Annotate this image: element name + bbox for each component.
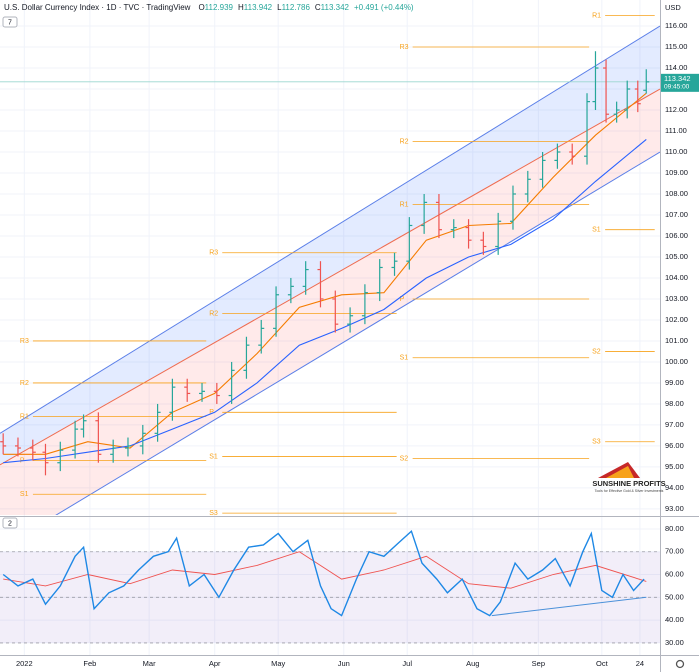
- ohlc-value: 113.942: [244, 3, 273, 12]
- pivot-label: P: [209, 409, 214, 416]
- x-tick-label: 2022: [16, 659, 33, 668]
- pivot-label: S2: [400, 455, 409, 462]
- y-tick-label: 97.00: [665, 420, 684, 429]
- y-tick-label: 104.00: [665, 273, 688, 282]
- header-text: U.S. Dollar Currency Index · 1D · TVC · …: [4, 3, 414, 12]
- pivot-label: R1: [400, 201, 409, 208]
- y-tick-label: 101.00: [665, 336, 688, 345]
- pivot-label: S2: [592, 348, 601, 355]
- pivot-label: R3: [400, 44, 409, 51]
- rsi-tick-label: 60.00: [665, 570, 684, 579]
- x-tick-label: Oct: [596, 659, 609, 668]
- pivot-label: P: [400, 296, 405, 303]
- y-tick-label: 115.00: [665, 42, 687, 51]
- rsi-pane: [0, 529, 660, 644]
- y-tick-label: 95.00: [665, 462, 684, 471]
- y-tick-label: 103.00: [665, 294, 688, 303]
- channel-line: [0, 25, 660, 434]
- x-tick-label: Jun: [338, 659, 350, 668]
- y-tick-label: 107.00: [665, 210, 688, 219]
- pane-toggle[interactable]: [2, 16, 18, 28]
- rsi-tick-label: 40.00: [665, 615, 684, 624]
- countdown-label: 09:45:00: [664, 84, 690, 91]
- y-tick-label: 112.00: [665, 105, 687, 114]
- x-tick-label: Jul: [402, 659, 412, 668]
- pivot-label: R3: [209, 250, 218, 257]
- channel-lower-fill: [0, 89, 660, 515]
- channel-upper-fill: [0, 26, 660, 465]
- header-title: U.S. Dollar Currency Index · 1D · TVC · …: [4, 3, 191, 12]
- channel-line: [0, 88, 660, 466]
- pivot-label: R1: [592, 12, 601, 19]
- pivot-label: R2: [400, 138, 409, 145]
- y-tick-label: 93.00: [665, 504, 684, 513]
- price-tag-label: 113.342: [664, 74, 691, 83]
- x-tick-label: Sep: [532, 659, 545, 668]
- y-tick-label: 98.00: [665, 399, 684, 408]
- ohlc-value: 112.939: [205, 3, 234, 12]
- pane-label: 7: [8, 19, 12, 26]
- rsi-ma: [3, 551, 647, 589]
- y-tick-label: 96.00: [665, 441, 684, 450]
- currency-label: USD: [665, 3, 681, 12]
- rsi-tick-label: 30.00: [665, 638, 684, 647]
- ohlc-key: L: [277, 3, 282, 12]
- logo-tagline: Tools for Effective Gold & Silver Invest…: [595, 489, 664, 493]
- channel-line: [55, 151, 660, 515]
- ohlc-value: 112.786: [282, 3, 311, 12]
- price-change: +0.491 (+0.44%): [354, 3, 414, 12]
- pivot-label: R3: [20, 338, 29, 345]
- rsi-tick-label: 80.00: [665, 524, 684, 533]
- moving-average: [3, 138, 647, 464]
- y-tick-label: 108.00: [665, 189, 688, 198]
- header: U.S. Dollar Currency Index · 1D · TVC · …: [2, 3, 414, 529]
- price-tag: [661, 73, 699, 92]
- logo: SUNSHINE PROFITS Tools for Effective Gol…: [592, 462, 666, 493]
- pivot-label: R2: [209, 311, 218, 318]
- logo-shape: [606, 466, 634, 478]
- y-tick-label: 109.00: [665, 168, 688, 177]
- pane-toggle[interactable]: [2, 517, 18, 529]
- pane-label: 2: [8, 520, 12, 527]
- logo-name: SUNSHINE PROFITS: [592, 479, 665, 488]
- x-tick-label: Mar: [143, 659, 156, 668]
- pivot-label: S1: [592, 227, 601, 234]
- rsi-trendline: [491, 596, 647, 617]
- y-tick-label: 111.00: [665, 126, 687, 135]
- rsi-line: [2, 529, 645, 617]
- rsi-tick-label: 50.00: [665, 592, 684, 601]
- pivot-label: S3: [592, 439, 601, 446]
- y-tick-label: 110.00: [665, 147, 687, 156]
- settings-icon[interactable]: [675, 659, 685, 669]
- y-tick-label: 116.00: [665, 21, 687, 30]
- x-tick-label: Aug: [466, 659, 479, 668]
- pivot-label: S1: [20, 491, 29, 498]
- pivot-label: S3: [209, 510, 218, 517]
- y-tick-label: 100.00: [665, 357, 688, 366]
- ohlc-key: C: [315, 3, 321, 12]
- x-tick-label: Apr: [209, 659, 221, 668]
- ohlc-value: 113.342: [321, 3, 350, 12]
- y-tick-label: 99.00: [665, 378, 684, 387]
- x-tick-label: Feb: [83, 659, 96, 668]
- ohlc-key: O: [198, 3, 204, 12]
- y-tick-label: 114.00: [665, 63, 687, 72]
- y-tick-label: 105.00: [665, 252, 688, 261]
- pivot-label: R1: [20, 413, 29, 420]
- x-tick-label: 24: [636, 659, 644, 668]
- y-tick-label: 94.00: [665, 483, 684, 492]
- pivot-label: S1: [400, 355, 409, 362]
- y-tick-label: 102.00: [665, 315, 688, 324]
- rsi-tick-label: 70.00: [665, 547, 684, 556]
- ohlc-key: H: [238, 3, 244, 12]
- x-tick-label: May: [271, 659, 285, 668]
- pivot-label: R2: [20, 380, 29, 387]
- pivot-label: S1: [209, 453, 218, 460]
- y-tick-label: 106.00: [665, 231, 688, 240]
